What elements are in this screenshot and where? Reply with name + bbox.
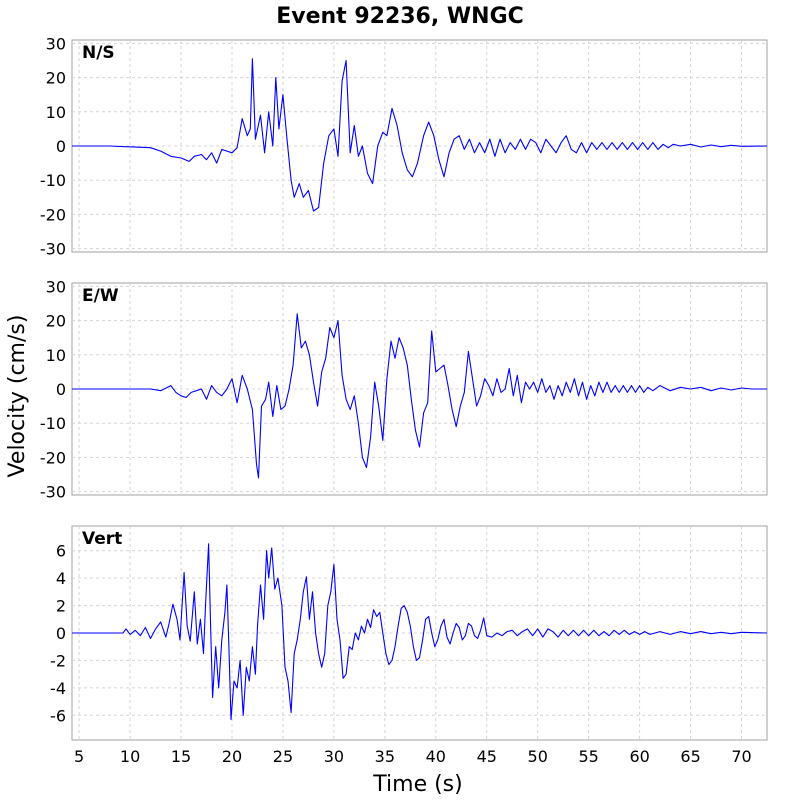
x-tick-label: 10 — [120, 747, 140, 766]
x-tick-label: 20 — [222, 747, 242, 766]
y-tick-label: 0 — [56, 137, 66, 156]
y-tick-label: -20 — [40, 448, 66, 467]
x-tick-label: 30 — [324, 747, 344, 766]
x-tick-label: 60 — [629, 747, 649, 766]
series-line — [72, 58, 768, 212]
y-tick-label: -10 — [40, 171, 66, 190]
x-axis-label: Time (s) — [372, 772, 462, 797]
panels-group: 3020100-10-20-30N/S3020100-10-20-30E/W64… — [40, 34, 768, 766]
y-tick-label: 20 — [46, 312, 66, 331]
y-tick-label: 10 — [46, 103, 66, 122]
y-tick-label: 0 — [56, 380, 66, 399]
y-tick-label: -4 — [50, 679, 66, 698]
y-tick-label: 0 — [56, 624, 66, 643]
y-tick-label: -10 — [40, 414, 66, 433]
y-tick-label: -30 — [40, 240, 66, 259]
y-tick-label: -6 — [50, 706, 66, 725]
panel-label: E/W — [82, 286, 119, 306]
x-tick-label: 50 — [528, 747, 548, 766]
x-tick-label: 45 — [477, 747, 497, 766]
panel-label: Vert — [82, 529, 122, 549]
y-tick-label: 10 — [46, 346, 66, 365]
y-tick-label: -30 — [40, 483, 66, 502]
x-tick-label: 40 — [426, 747, 446, 766]
y-tick-label: 30 — [46, 34, 66, 53]
y-tick-label: 20 — [46, 69, 66, 88]
y-tick-label: -2 — [50, 651, 66, 670]
panel-1: 30 20 10 0 -10 -20 -30 N/S — [40, 34, 768, 259]
panel-2: 30 20 10 0 -10 -20 -30 E/W — [40, 277, 768, 502]
y-tick-label: 2 — [56, 597, 66, 616]
y-tick-label: 4 — [56, 569, 66, 588]
x-tick-label: 15 — [171, 747, 191, 766]
y-tick-label: 6 — [56, 542, 66, 561]
series-line — [72, 543, 768, 720]
x-tick-label: 55 — [578, 747, 598, 766]
chart-title: Event 92236, WNGC — [276, 4, 524, 29]
series-line — [72, 313, 767, 479]
y-axis-label: Velocity (cm/s) — [5, 315, 30, 478]
x-tick-label: 5 — [74, 747, 84, 766]
y-tick-label: 30 — [46, 277, 66, 296]
x-tick-label: 70 — [731, 747, 751, 766]
panel-label: N/S — [82, 43, 115, 63]
x-tick-label: 35 — [375, 747, 395, 766]
x-tick-label: 65 — [680, 747, 700, 766]
y-tick-label: -20 — [40, 205, 66, 224]
x-tick-label: 25 — [273, 747, 293, 766]
